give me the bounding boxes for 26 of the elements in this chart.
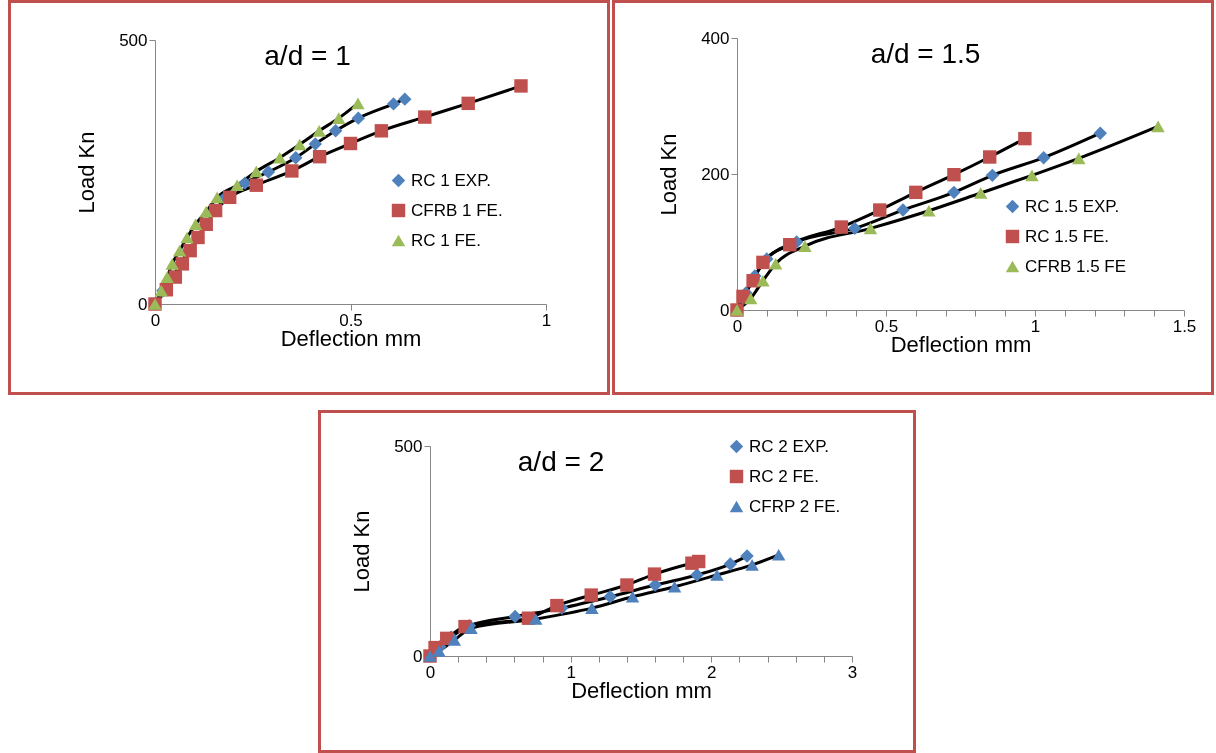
x-tick-label: 1 (1030, 316, 1041, 336)
legend-label: CFRB 1 FE. (411, 200, 503, 220)
chart-title: a/d = 1.5 (870, 38, 981, 69)
y-tick-label: 500 (119, 30, 148, 50)
x-tick-label: 0 (425, 662, 436, 682)
legend-label: RC 1 FE. (411, 230, 481, 250)
legend-label: RC 2 EXP. (749, 436, 830, 456)
chart-title: a/d = 1 (264, 40, 351, 71)
y-tick-label: 200 (701, 164, 730, 184)
legend-label: CFRB 1.5 FE (1025, 256, 1127, 276)
x-tick-label: 0 (732, 316, 743, 336)
x-tick-label: 1 (541, 310, 552, 330)
y-tick-label: 500 (394, 436, 423, 456)
y-axis-title: Load Kn (656, 133, 682, 216)
x-tick-label: 0 (150, 310, 161, 330)
legend-label: RC 1.5 FE. (1025, 226, 1110, 246)
y-axis-title: Load Kn (349, 510, 375, 593)
y-axis-title: Load Kn (74, 131, 100, 214)
x-tick-label: 3 (847, 662, 858, 682)
y-tick-label: 400 (701, 28, 730, 48)
legend-label: RC 1.5 EXP. (1025, 196, 1120, 216)
legend-label: RC 2 FE. (749, 466, 819, 486)
chart-title: a/d = 2 (517, 446, 605, 477)
legend-label: RC 1 EXP. (411, 170, 492, 190)
x-tick-label: 1.5 (1172, 316, 1197, 336)
legend-label: CFRP 2 FE. (749, 496, 841, 516)
